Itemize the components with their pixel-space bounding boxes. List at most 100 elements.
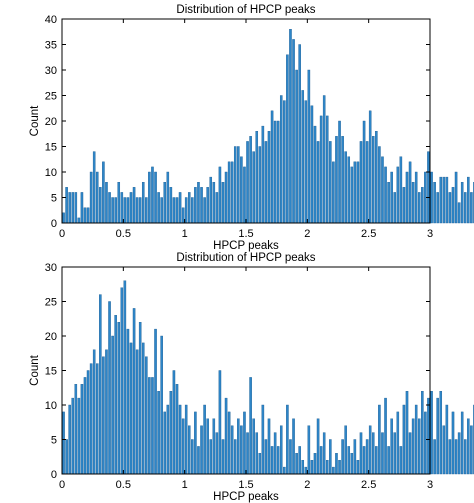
histogram-bar [108, 301, 111, 475]
histogram-bar [227, 411, 231, 475]
histogram-bar [451, 187, 455, 224]
histogram-bar [460, 411, 464, 475]
histogram-bar [405, 171, 409, 224]
x-tick-label: 0.5 [116, 228, 131, 240]
histogram-bar [83, 377, 87, 475]
histogram-bar [301, 90, 305, 224]
histogram-bar [181, 207, 185, 224]
histogram-bar [169, 391, 173, 475]
histogram-bar [393, 432, 397, 475]
histogram-bar [249, 377, 252, 475]
histogram-bar [154, 171, 157, 224]
histogram-bar [411, 418, 415, 475]
histogram-bar [99, 294, 102, 475]
histogram-bar [467, 176, 470, 224]
histogram-bar [163, 411, 167, 475]
y-tick-label: 30 [45, 262, 57, 274]
histogram-bar [243, 166, 246, 224]
histogram-bar [359, 141, 363, 224]
histogram-bar [421, 391, 424, 475]
x-axis-label: HPCP peaks [213, 240, 279, 252]
histogram-bar [138, 322, 142, 475]
x-tick-label: 3 [427, 479, 433, 491]
y-tick-label: 25 [45, 91, 57, 103]
histogram-bar [175, 197, 179, 224]
histogram-bar [365, 439, 369, 475]
histogram-bar [160, 197, 163, 224]
histogram-bar [335, 136, 338, 224]
histogram-bar [203, 404, 206, 475]
histogram-bar [430, 171, 433, 224]
histogram-bar [341, 136, 344, 224]
histogram-bar [68, 192, 71, 224]
histogram-bar [286, 404, 289, 475]
histogram-bar [212, 181, 216, 224]
histogram-bar [329, 439, 332, 475]
histogram-bar [215, 432, 219, 475]
histogram-bar [132, 308, 136, 475]
histogram-bar [396, 411, 400, 475]
histogram-bar [270, 446, 274, 475]
histogram-bar [233, 146, 237, 224]
histogram-bar [414, 404, 418, 475]
y-tick-label: 40 [45, 14, 57, 26]
histogram-bar [89, 363, 93, 475]
histogram-bar [457, 432, 461, 475]
histogram-bar [65, 187, 68, 224]
histogram-bar [276, 120, 280, 224]
histogram-bar [393, 192, 397, 224]
histogram-bar [362, 120, 366, 224]
y-tick-label: 15 [45, 142, 57, 154]
histogram-bar [267, 130, 271, 224]
histogram-bar [184, 197, 188, 224]
histogram-bar [224, 171, 228, 224]
histogram-bar [319, 115, 323, 224]
histogram-bar [166, 171, 170, 224]
histogram-bar [111, 197, 114, 224]
x-tick-label: 3 [427, 228, 433, 240]
histogram-bar [135, 349, 139, 475]
x-tick-label: 1.5 [238, 228, 253, 240]
histogram-bar [71, 397, 75, 475]
histogram-bar [191, 197, 194, 224]
histogram-bar [252, 418, 255, 475]
histogram-bar [298, 44, 301, 224]
histogram-bar [371, 136, 375, 224]
histogram-bar [264, 439, 268, 475]
bars [62, 29, 474, 224]
y-tick-label: 5 [51, 193, 57, 205]
histogram-bar [102, 161, 105, 224]
histogram-bar [316, 141, 320, 224]
histogram-bar [135, 197, 139, 224]
x-tick-label: 0.5 [116, 479, 131, 491]
histogram-bar [117, 322, 121, 475]
histogram-bar [390, 171, 393, 224]
histogram-bar [378, 146, 381, 224]
histogram-bar [408, 161, 412, 224]
histogram-bar [454, 439, 458, 475]
histogram-bar [338, 120, 341, 224]
histogram-bar [279, 425, 283, 475]
histogram-bar [445, 176, 449, 224]
histogram-bar [329, 141, 332, 224]
y-tick-label: 0 [51, 218, 57, 230]
histogram-bar [347, 446, 351, 475]
histogram-bar [194, 187, 197, 224]
histogram-bar [276, 446, 280, 475]
histogram-bar [249, 136, 252, 224]
histogram-bar [430, 391, 433, 475]
histogram-bar [470, 425, 473, 475]
histogram-bar [359, 432, 363, 475]
histogram-bar [310, 105, 314, 224]
histogram-bar [74, 384, 78, 475]
y-tick-label: 0 [51, 469, 57, 481]
histogram-bar [279, 95, 283, 224]
histogram-bar [295, 69, 298, 224]
histogram-bar [105, 349, 108, 475]
histogram-bar [368, 425, 372, 475]
histogram-bar [356, 460, 360, 475]
chart-title: Distribution of HPCP peaks [176, 4, 315, 16]
histogram-bar [381, 432, 384, 475]
histogram-bar [338, 460, 341, 475]
histogram-bar [289, 29, 292, 224]
